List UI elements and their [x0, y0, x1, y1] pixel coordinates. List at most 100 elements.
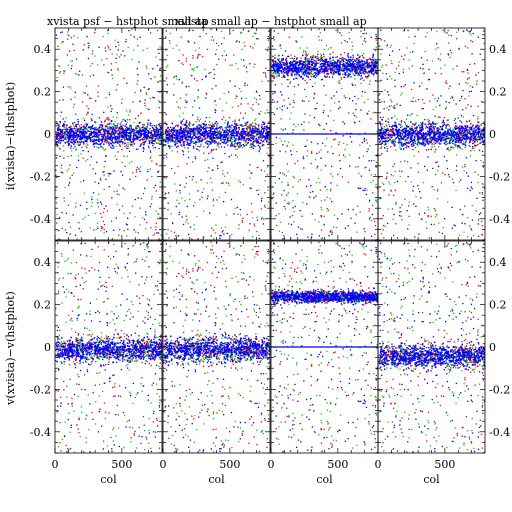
data-point — [99, 129, 101, 131]
data-point — [245, 66, 248, 68]
data-point — [269, 135, 270, 137]
data-point — [93, 133, 95, 135]
data-point — [348, 56, 350, 58]
data-point — [356, 231, 358, 233]
data-point — [243, 133, 245, 135]
data-point — [156, 232, 158, 234]
data-point — [66, 129, 68, 131]
data-point — [333, 119, 335, 121]
data-point — [230, 145, 232, 147]
data-point — [235, 124, 237, 126]
data-point — [359, 78, 362, 80]
data-point — [80, 153, 82, 155]
data-point — [59, 65, 61, 67]
data-point — [102, 147, 104, 150]
data-point — [203, 132, 206, 134]
data-point — [101, 138, 104, 140]
data-point — [285, 71, 288, 73]
data-point — [108, 186, 110, 188]
data-point — [188, 132, 191, 135]
data-point — [352, 112, 354, 114]
data-point — [364, 65, 367, 67]
data-point — [318, 123, 320, 125]
data-point — [215, 109, 217, 112]
data-point — [174, 139, 177, 141]
data-point — [247, 136, 249, 138]
data-point — [125, 145, 127, 147]
data-point — [314, 108, 316, 110]
data-point — [192, 147, 195, 149]
data-point — [360, 30, 362, 32]
data-point — [185, 121, 188, 124]
data-point — [138, 139, 141, 141]
data-point — [167, 139, 170, 141]
data-point — [95, 143, 97, 145]
data-point — [62, 86, 65, 88]
data-point — [174, 144, 177, 146]
data-point — [109, 135, 111, 137]
data-point — [363, 60, 366, 62]
data-point — [187, 222, 189, 225]
data-point — [115, 138, 117, 140]
data-point — [360, 35, 362, 38]
data-point — [157, 137, 159, 139]
data-point — [62, 118, 64, 120]
data-point — [227, 140, 229, 142]
data-point — [170, 230, 172, 232]
data-point — [122, 141, 124, 143]
data-point — [139, 128, 141, 131]
data-point — [365, 139, 367, 141]
data-point — [94, 135, 96, 138]
data-point — [78, 138, 81, 140]
data-point — [143, 124, 145, 127]
data-point — [191, 130, 193, 133]
data-point — [207, 132, 209, 134]
data-point — [177, 145, 179, 147]
data-point — [223, 50, 225, 52]
data-point — [155, 134, 158, 136]
data-point — [193, 146, 195, 148]
data-point — [362, 69, 365, 72]
data-point — [310, 71, 312, 74]
data-point — [308, 100, 310, 102]
data-point — [322, 60, 324, 63]
data-point — [359, 211, 361, 213]
data-point — [208, 72, 210, 74]
data-point — [352, 84, 354, 86]
data-point — [131, 58, 133, 60]
data-point — [65, 133, 67, 136]
data-point — [240, 144, 242, 147]
data-point — [319, 189, 322, 191]
data-point — [294, 205, 296, 208]
data-point — [341, 68, 343, 70]
data-point — [159, 135, 162, 137]
data-point — [172, 133, 174, 135]
data-point — [174, 125, 177, 127]
data-point — [169, 133, 171, 135]
data-point — [139, 170, 141, 173]
data-point — [81, 132, 83, 134]
data-point — [182, 238, 184, 240]
data-point — [249, 127, 251, 129]
data-point — [288, 55, 290, 57]
data-point — [114, 39, 116, 41]
data-point — [100, 230, 102, 232]
data-point — [281, 231, 283, 234]
data-point — [253, 129, 255, 132]
data-point — [67, 155, 69, 158]
data-point — [220, 126, 222, 128]
data-point — [72, 131, 74, 133]
data-point — [195, 129, 197, 132]
data-point — [62, 126, 65, 128]
data-point — [292, 200, 294, 202]
data-point — [90, 126, 92, 128]
data-point — [217, 167, 219, 170]
data-point — [171, 129, 174, 131]
data-point — [286, 107, 288, 109]
data-point — [204, 131, 207, 133]
data-point — [205, 126, 207, 129]
data-point — [190, 137, 192, 139]
data-point — [201, 132, 203, 134]
data-point — [59, 142, 62, 144]
data-point — [205, 127, 207, 130]
